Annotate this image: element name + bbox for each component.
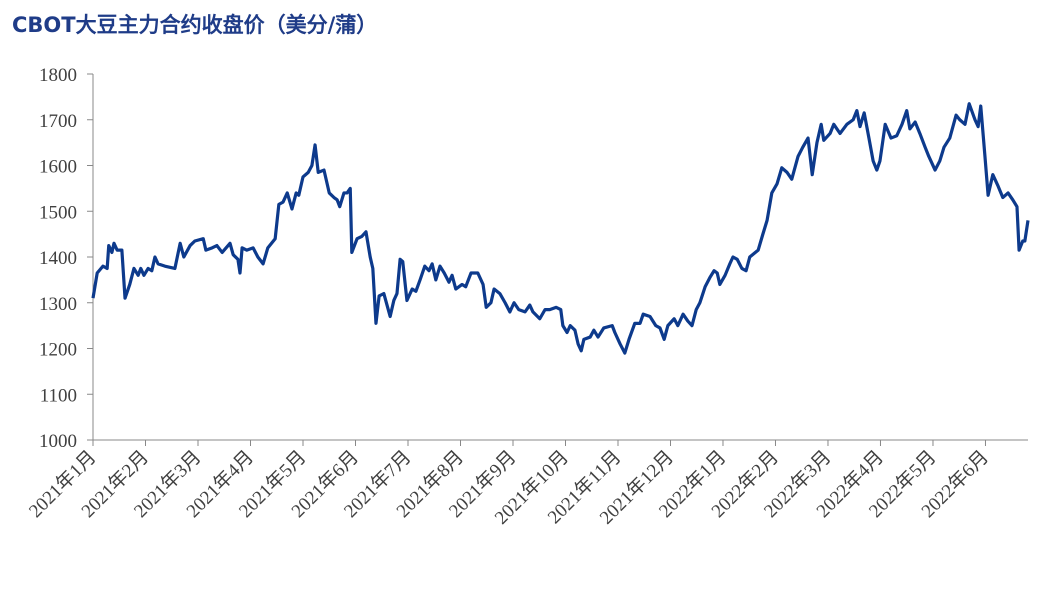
y-tick-label: 1500 <box>39 202 77 223</box>
y-tick-label: 1300 <box>39 294 77 315</box>
y-tick-label: 1700 <box>39 111 77 132</box>
price-line <box>91 102 1030 355</box>
y-tick-label: 1800 <box>39 65 77 86</box>
y-tick-label: 1400 <box>39 248 77 269</box>
y-tick-label: 1100 <box>40 385 77 406</box>
y-tick-label: 1000 <box>39 431 77 452</box>
chart-title: CBOT大豆主力合约收盘价（美分/蒲） <box>12 13 377 37</box>
y-tick-label: 1200 <box>39 340 77 361</box>
y-tick-label: 1600 <box>39 157 77 178</box>
